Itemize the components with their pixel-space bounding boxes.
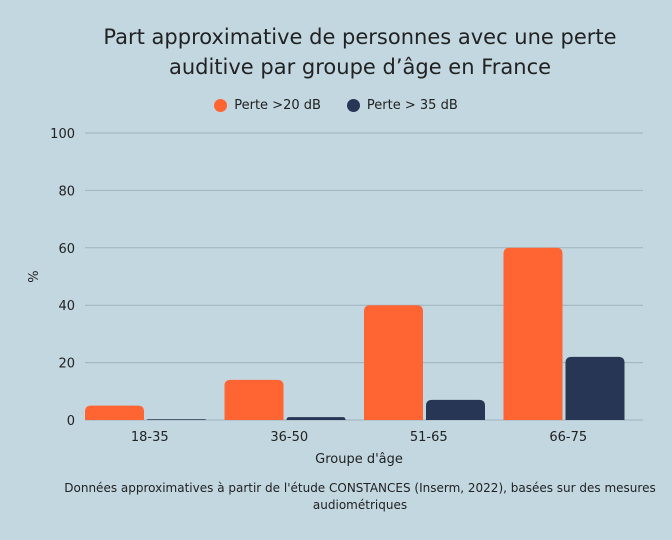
- chart-title: Part approximative de personnes avec une…: [103, 25, 617, 79]
- legend-item-20db[interactable]: Perte >20 dB: [214, 98, 321, 113]
- source-note: Données approximatives à partir de l'étu…: [64, 481, 656, 512]
- legend-item-35db[interactable]: Perte > 35 dB: [346, 98, 458, 113]
- y-axis-label: %: [27, 270, 42, 282]
- y-tick-label: 100: [50, 127, 75, 142]
- x-tick-label: 66-75: [549, 430, 587, 445]
- x-tick-label: 18-35: [131, 430, 169, 445]
- x-tick-label: 51-65: [410, 430, 448, 445]
- legend: Perte >20 dB Perte > 35 dB: [0, 98, 672, 113]
- bar-66-75-20db: [503, 247, 563, 420]
- y-tick-label: 60: [58, 242, 75, 257]
- x-tick-label: 36-50: [270, 430, 308, 445]
- bar-18-35-20db: [85, 405, 144, 420]
- legend-label: Perte >20 dB: [234, 98, 321, 113]
- bar-36-50-35db: [286, 417, 346, 420]
- bar-51-65-20db: [364, 305, 423, 420]
- bar-66-75-35db: [565, 356, 625, 420]
- bar-18-35-35db: [147, 419, 206, 420]
- bar-51-65-35db: [426, 399, 485, 420]
- y-tick-label: 40: [58, 299, 75, 314]
- plot-area: 0 20 40 60 80 100 18-35 36-50 51-65 66-75 Groupe d…: [27, 127, 643, 467]
- legend-marker: [346, 99, 360, 112]
- y-tick-label: 20: [58, 357, 75, 372]
- bar-36-50-20db: [224, 379, 284, 420]
- y-tick-label: 80: [58, 184, 75, 199]
- legend-label: Perte > 35 dB: [366, 98, 458, 113]
- legend-marker: [214, 99, 228, 112]
- y-tick-label: 0: [67, 414, 75, 429]
- x-axis-label: Groupe d'âge: [315, 452, 403, 467]
